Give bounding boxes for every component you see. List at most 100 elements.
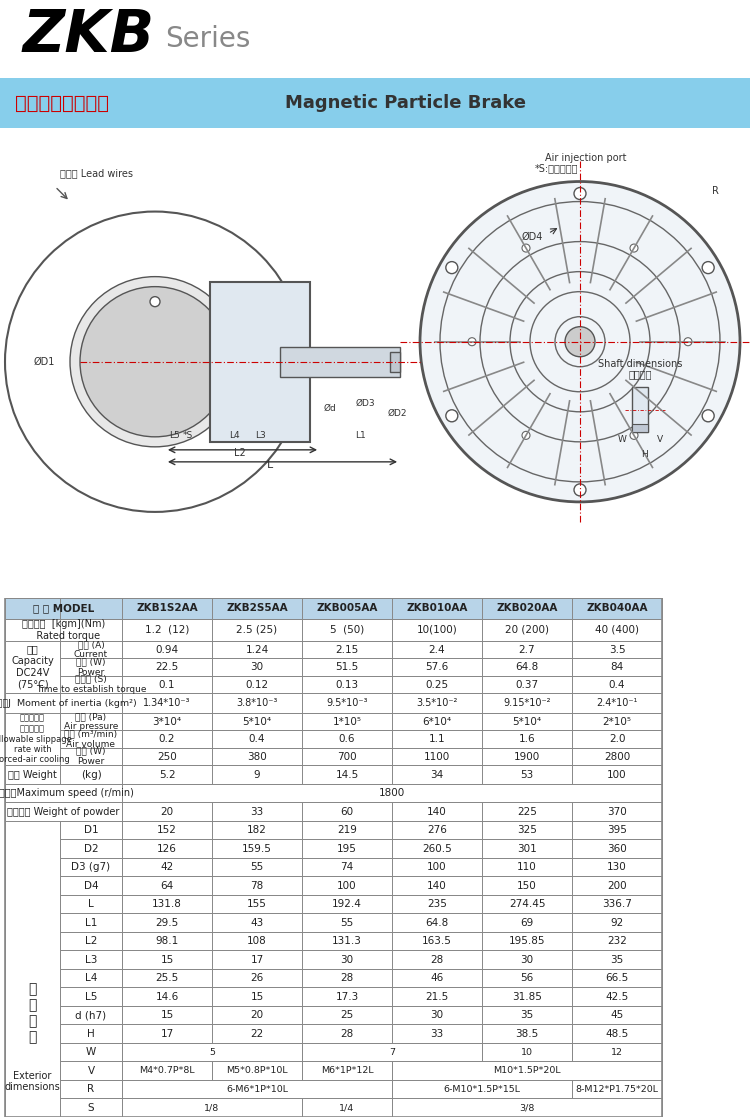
Text: ZKB020AA: ZKB020AA bbox=[496, 603, 558, 613]
Text: L3: L3 bbox=[85, 955, 98, 965]
Text: D4: D4 bbox=[84, 880, 98, 890]
Bar bbox=[5, 821, 60, 1117]
Text: 0.4: 0.4 bbox=[609, 679, 625, 689]
Bar bbox=[122, 821, 662, 839]
Text: 232: 232 bbox=[607, 936, 627, 946]
Text: 33: 33 bbox=[251, 806, 264, 817]
Text: 磁粉式電磁藞車器: 磁粉式電磁藞車器 bbox=[15, 94, 109, 113]
Text: 46: 46 bbox=[430, 973, 444, 983]
Text: 15: 15 bbox=[160, 1010, 173, 1020]
Text: 22.5: 22.5 bbox=[155, 662, 178, 672]
Text: (kg): (kg) bbox=[81, 770, 101, 780]
Bar bbox=[122, 951, 662, 968]
Text: 20 (200): 20 (200) bbox=[505, 626, 549, 634]
Text: 38.5: 38.5 bbox=[515, 1029, 538, 1039]
Bar bbox=[122, 968, 662, 987]
Text: 64.8: 64.8 bbox=[425, 917, 448, 927]
Text: 容量
Capacity
DC24V
(75°C): 容量 Capacity DC24V (75°C) bbox=[11, 645, 54, 689]
Text: L5: L5 bbox=[170, 431, 180, 440]
Text: 17: 17 bbox=[251, 955, 264, 965]
Text: L5: L5 bbox=[85, 992, 98, 1002]
Text: 235: 235 bbox=[427, 899, 447, 909]
Text: 外
型
尺
寸: 外 型 尺 寸 bbox=[28, 982, 37, 1044]
Text: 1100: 1100 bbox=[424, 752, 450, 762]
Text: 126: 126 bbox=[157, 843, 177, 853]
Circle shape bbox=[150, 297, 160, 307]
Bar bbox=[60, 1098, 122, 1117]
Text: 45: 45 bbox=[610, 1010, 624, 1020]
Text: 1.2  (12): 1.2 (12) bbox=[145, 626, 189, 634]
Text: Shaft dimensions: Shaft dimensions bbox=[598, 359, 682, 369]
Bar bbox=[60, 968, 122, 987]
Text: 9.5*10⁻³: 9.5*10⁻³ bbox=[326, 698, 368, 708]
Text: 195: 195 bbox=[337, 843, 357, 853]
Text: Series: Series bbox=[165, 25, 250, 54]
Text: 22: 22 bbox=[251, 1029, 264, 1039]
Bar bbox=[5, 598, 662, 619]
Text: 2*10⁵: 2*10⁵ bbox=[602, 716, 632, 726]
Text: L4: L4 bbox=[85, 973, 98, 983]
Bar bbox=[60, 839, 122, 858]
Text: 6-M10*1.5P*15L: 6-M10*1.5P*15L bbox=[443, 1085, 520, 1094]
Circle shape bbox=[522, 244, 530, 252]
Text: 1/8: 1/8 bbox=[204, 1104, 220, 1113]
Text: L1: L1 bbox=[85, 917, 98, 927]
Text: 48.5: 48.5 bbox=[605, 1029, 628, 1039]
Bar bbox=[122, 877, 662, 895]
Text: 110: 110 bbox=[518, 862, 537, 872]
Text: V: V bbox=[88, 1066, 94, 1076]
Bar bbox=[122, 1024, 662, 1043]
Text: 3/8: 3/8 bbox=[519, 1104, 535, 1113]
Bar bbox=[60, 951, 122, 968]
Text: 29.5: 29.5 bbox=[155, 917, 178, 927]
Text: S: S bbox=[88, 1102, 94, 1113]
Text: L1: L1 bbox=[355, 431, 365, 440]
Text: 28: 28 bbox=[340, 1029, 354, 1039]
Bar bbox=[60, 914, 122, 932]
Text: 78: 78 bbox=[251, 880, 264, 890]
Bar bbox=[60, 932, 122, 951]
Text: 5: 5 bbox=[209, 1048, 215, 1057]
Circle shape bbox=[468, 337, 476, 346]
Bar bbox=[122, 1080, 392, 1098]
Text: 40 (400): 40 (400) bbox=[595, 626, 639, 634]
Text: 55: 55 bbox=[251, 862, 264, 872]
Text: 108: 108 bbox=[248, 936, 267, 946]
Text: 電力 (W)
Power: 電力 (W) Power bbox=[76, 657, 106, 677]
Text: 84: 84 bbox=[610, 662, 624, 672]
Bar bbox=[5, 784, 662, 802]
Text: 219: 219 bbox=[337, 825, 357, 836]
Text: 慣性矩J  Moment of inertia (kgm²): 慣性矩J Moment of inertia (kgm²) bbox=[0, 698, 136, 707]
Circle shape bbox=[70, 277, 240, 447]
Bar bbox=[5, 765, 662, 784]
Circle shape bbox=[684, 337, 692, 346]
Text: L4: L4 bbox=[229, 431, 239, 440]
Bar bbox=[5, 821, 60, 1117]
Text: 140: 140 bbox=[427, 880, 447, 890]
Text: 150: 150 bbox=[518, 880, 537, 890]
Bar bbox=[5, 641, 60, 694]
Text: 3.8*10⁻³: 3.8*10⁻³ bbox=[236, 698, 278, 708]
Text: ØD4: ØD4 bbox=[522, 231, 543, 241]
Text: 130: 130 bbox=[608, 862, 627, 872]
Bar bbox=[5, 598, 662, 619]
Text: M5*0.8P*10L: M5*0.8P*10L bbox=[226, 1067, 288, 1076]
Text: 30: 30 bbox=[430, 1010, 443, 1020]
Text: 5.2: 5.2 bbox=[159, 770, 176, 780]
Bar bbox=[60, 658, 122, 676]
Text: 9.15*10⁻²: 9.15*10⁻² bbox=[503, 698, 550, 708]
Text: 276: 276 bbox=[427, 825, 447, 836]
Bar bbox=[122, 839, 662, 858]
Text: 140: 140 bbox=[427, 806, 447, 817]
Circle shape bbox=[80, 287, 230, 437]
Text: 64: 64 bbox=[160, 880, 173, 890]
Bar bbox=[122, 895, 662, 914]
Text: 風量 (m³/min)
Air volume: 風量 (m³/min) Air volume bbox=[64, 729, 118, 748]
Text: 100: 100 bbox=[608, 770, 627, 780]
Text: 31.85: 31.85 bbox=[512, 992, 542, 1002]
Text: 74: 74 bbox=[340, 862, 354, 872]
Bar bbox=[60, 731, 122, 747]
FancyBboxPatch shape bbox=[0, 78, 750, 128]
Text: V: V bbox=[657, 435, 663, 443]
Text: 出口線 Lead wires: 出口線 Lead wires bbox=[60, 169, 133, 179]
